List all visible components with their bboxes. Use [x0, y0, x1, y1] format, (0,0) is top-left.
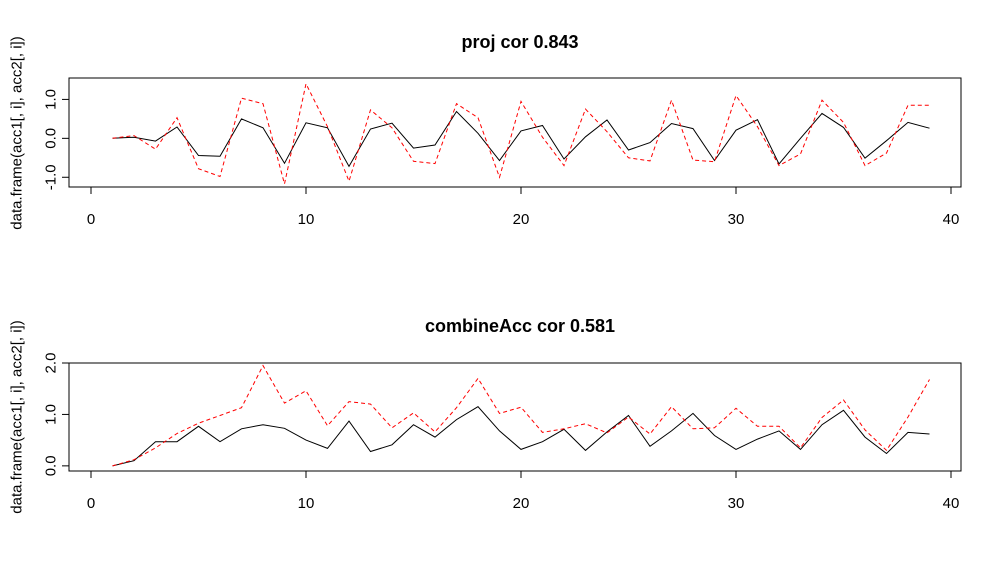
series-line-1 [112, 406, 930, 467]
chart-title: combineAcc cor 0.581 [425, 316, 615, 336]
y-tick-label: 0.0 [43, 455, 60, 476]
y-axis-label: data.frame(acc1[, i], acc2[, i]) [9, 320, 26, 513]
plot-frame [68, 77, 962, 188]
x-tick-label: 30 [728, 495, 745, 512]
x-tick-label: 30 [728, 211, 745, 228]
y-tick-label: 1.0 [43, 89, 60, 110]
x-tick-label: 10 [298, 495, 315, 512]
series-line-2 [112, 364, 930, 467]
y-tick-label: -1.0 [43, 164, 60, 190]
chart-panel-2: combineAcc cor 0.581 0 10 20 30 40 0.0 1.0 2.0 da… [9, 316, 962, 514]
y-tick-label: 0.0 [43, 128, 60, 149]
x-tick-label: 0 [87, 211, 95, 228]
y-tick-label: 2.0 [43, 353, 60, 374]
plot-frame [68, 362, 962, 472]
y-tick-label: 1.0 [43, 404, 60, 425]
chart-title: proj cor 0.843 [461, 32, 578, 52]
x-tick-label: 40 [943, 211, 960, 228]
x-tick-label: 40 [943, 495, 960, 512]
series-line-2 [112, 82, 930, 185]
y-axis-label: data.frame(acc1[, i], acc2[, i]) [9, 36, 26, 229]
series-line-1 [112, 110, 930, 168]
chart-panel-1: proj cor 0.843 0 10 20 30 40 -1.0 0.0 1.0 data.fr… [9, 32, 962, 230]
x-tick-label: 20 [513, 495, 530, 512]
x-tick-label: 20 [513, 211, 530, 228]
x-tick-label: 10 [298, 211, 315, 228]
x-tick-label: 0 [87, 495, 95, 512]
